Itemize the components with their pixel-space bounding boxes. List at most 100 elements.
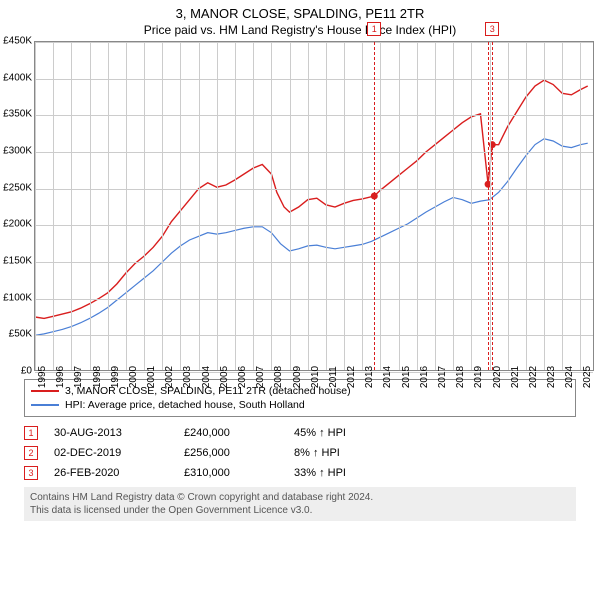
- y-axis-label: £150K: [0, 256, 32, 267]
- x-axis-label: 2018: [455, 366, 466, 388]
- transaction-marker: 3: [485, 22, 499, 36]
- x-axis-label: 2012: [346, 366, 357, 388]
- legend-item: HPI: Average price, detached house, Sout…: [31, 398, 569, 412]
- footer-line-1: Contains HM Land Registry data © Crown c…: [30, 491, 570, 504]
- y-gridline: [35, 335, 593, 336]
- transaction-row: 1 30-AUG-2013£240,00045% ↑ HPI: [24, 423, 576, 443]
- x-gridline: [235, 42, 236, 370]
- x-axis-label: 1998: [92, 366, 103, 388]
- y-gridline: [35, 152, 593, 153]
- x-axis-label: 2002: [164, 366, 175, 388]
- transaction-pct: 45% ↑ HPI: [294, 427, 394, 439]
- transaction-price: £310,000: [184, 467, 294, 479]
- x-axis-label: 2000: [128, 366, 139, 388]
- transaction-date: 30-AUG-2013: [54, 427, 184, 439]
- transaction-marker: 1: [367, 22, 381, 36]
- transaction-pct: 33% ↑ HPI: [294, 467, 394, 479]
- chart-lines: [35, 42, 593, 370]
- y-gridline: [35, 79, 593, 80]
- transaction-date: 02-DEC-2019: [54, 447, 184, 459]
- x-axis-label: 2013: [364, 366, 375, 388]
- transaction-vline: [374, 42, 375, 370]
- transaction-number: 2: [24, 446, 38, 460]
- x-gridline: [508, 42, 509, 370]
- x-gridline: [271, 42, 272, 370]
- y-gridline: [35, 42, 593, 43]
- x-gridline: [90, 42, 91, 370]
- x-gridline: [453, 42, 454, 370]
- transaction-vline: [492, 42, 493, 370]
- x-gridline: [108, 42, 109, 370]
- y-gridline: [35, 225, 593, 226]
- transaction-number: 3: [24, 466, 38, 480]
- transaction-price: £256,000: [184, 447, 294, 459]
- x-axis-label: 2023: [546, 366, 557, 388]
- y-gridline: [35, 299, 593, 300]
- y-axis-label: £200K: [0, 219, 32, 230]
- x-gridline: [362, 42, 363, 370]
- x-gridline: [562, 42, 563, 370]
- x-axis-label: 2021: [510, 366, 521, 388]
- x-axis-label: 2007: [255, 366, 266, 388]
- x-gridline: [435, 42, 436, 370]
- x-axis-label: 2003: [182, 366, 193, 388]
- x-axis-label: 2024: [564, 366, 575, 388]
- x-gridline: [308, 42, 309, 370]
- x-gridline: [217, 42, 218, 370]
- x-gridline: [399, 42, 400, 370]
- legend-swatch: [31, 390, 59, 392]
- x-gridline: [544, 42, 545, 370]
- x-gridline: [290, 42, 291, 370]
- x-axis-label: 2022: [528, 366, 539, 388]
- x-axis-label: 2001: [146, 366, 157, 388]
- x-axis-label: 2006: [237, 366, 248, 388]
- transaction-row: 326-FEB-2020£310,00033% ↑ HPI: [24, 463, 576, 483]
- x-axis-label: 2010: [310, 366, 321, 388]
- x-axis-label: 1999: [110, 366, 121, 388]
- y-axis-label: £100K: [0, 292, 32, 303]
- x-axis-label: 2016: [419, 366, 430, 388]
- transaction-vline: [488, 42, 489, 370]
- y-axis-label: £400K: [0, 72, 32, 83]
- x-gridline: [144, 42, 145, 370]
- transaction-price: £240,000: [184, 427, 294, 439]
- transaction-row: 2 02-DEC-2019£256,0008% ↑ HPI: [24, 443, 576, 463]
- x-axis-label: 1996: [55, 366, 66, 388]
- chart-subtitle: Price paid vs. HM Land Registry's House …: [0, 21, 600, 41]
- x-axis-label: 2025: [582, 366, 593, 388]
- y-gridline: [35, 262, 593, 263]
- x-gridline: [162, 42, 163, 370]
- y-axis-label: £300K: [0, 146, 32, 157]
- y-gridline: [35, 115, 593, 116]
- x-axis-label: 2004: [201, 366, 212, 388]
- transaction-number: 1: [24, 426, 38, 440]
- y-axis-label: £350K: [0, 109, 32, 120]
- x-axis-label: 2017: [437, 366, 448, 388]
- y-axis-label: £250K: [0, 182, 32, 193]
- transaction-pct: 8% ↑ HPI: [294, 447, 394, 459]
- x-gridline: [53, 42, 54, 370]
- y-gridline: [35, 189, 593, 190]
- x-gridline: [526, 42, 527, 370]
- x-gridline: [126, 42, 127, 370]
- series-line: [35, 139, 588, 336]
- x-gridline: [326, 42, 327, 370]
- x-gridline: [490, 42, 491, 370]
- x-axis-label: 2011: [328, 366, 339, 388]
- x-gridline: [380, 42, 381, 370]
- x-gridline: [180, 42, 181, 370]
- chart-plot-area: 13: [34, 41, 594, 371]
- attribution-footer: Contains HM Land Registry data © Crown c…: [24, 487, 576, 521]
- x-axis-label: 2009: [292, 366, 303, 388]
- x-axis-label: 2020: [492, 366, 503, 388]
- footer-line-2: This data is licensed under the Open Gov…: [30, 504, 570, 517]
- x-axis-label: 1997: [73, 366, 84, 388]
- x-axis-label: 2019: [473, 366, 484, 388]
- x-gridline: [344, 42, 345, 370]
- x-gridline: [580, 42, 581, 370]
- y-axis-label: £450K: [0, 36, 32, 47]
- x-axis-label: 1995: [37, 366, 48, 388]
- x-axis-label: 2008: [273, 366, 284, 388]
- x-gridline: [199, 42, 200, 370]
- x-axis-label: 2005: [219, 366, 230, 388]
